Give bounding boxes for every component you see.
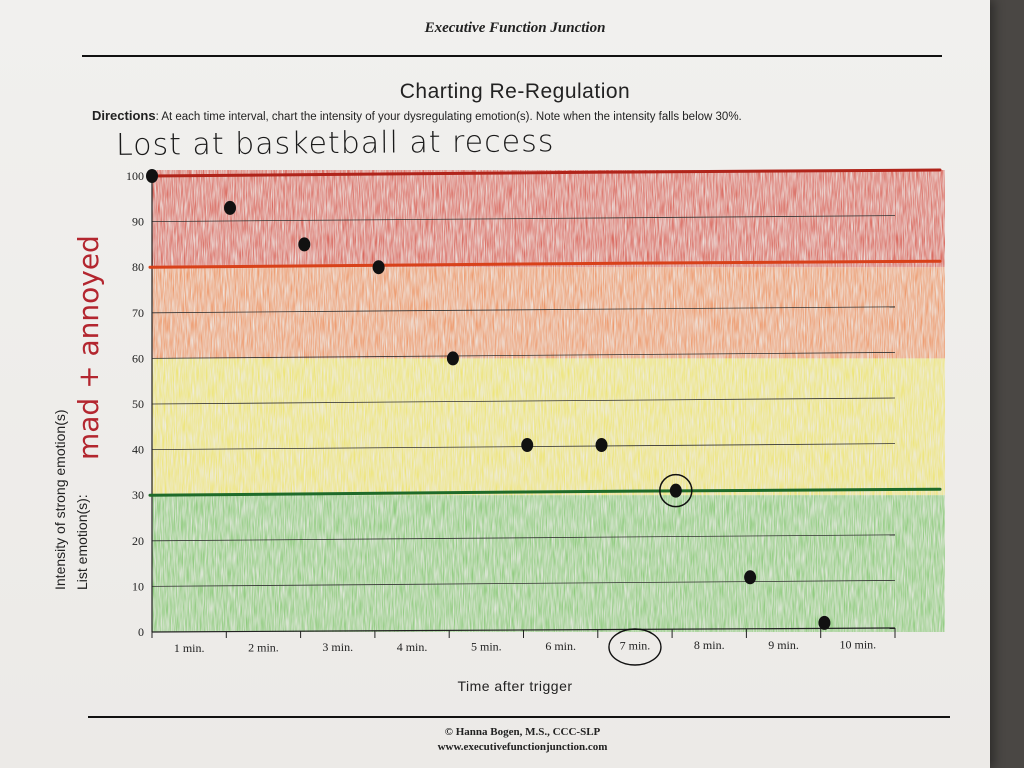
zone-orange [152, 267, 945, 359]
x-axis-label: Time after trigger [457, 678, 573, 694]
y-tick-label: 60 [132, 351, 144, 365]
data-point [595, 438, 608, 453]
gridline [151, 306, 896, 314]
y-tick-label: 100 [126, 169, 144, 183]
circled-point [659, 473, 693, 508]
gridline [151, 215, 896, 222]
data-points [146, 169, 831, 630]
x-tick-label: 3 min. [322, 640, 353, 654]
header-title: Executive Function Junction [424, 20, 606, 36]
y-tick-label: 90 [132, 215, 144, 229]
footer-credit: © Hanna Bogen, M.S., CCC-SLP [444, 726, 601, 738]
drawn-lines [148, 168, 942, 497]
y-tick-label: 70 [132, 306, 144, 320]
y-tick-label: 50 [132, 397, 144, 411]
data-point [372, 260, 385, 275]
data-point [446, 351, 459, 366]
zone-green [152, 495, 945, 632]
data-point [744, 570, 757, 585]
x-tick-label: 9 min. [768, 638, 799, 652]
x-tick-label: 8 min. [694, 638, 725, 652]
drawn-line-orange [148, 259, 942, 269]
gridline [151, 580, 896, 587]
handwritten-emotions: mad + annoyed [72, 235, 105, 460]
data-point [521, 438, 534, 453]
x-tick-label: 4 min. [397, 640, 428, 654]
directions-label: Directions [92, 108, 156, 123]
gridline [151, 397, 896, 405]
y-tick-label: 0 [138, 625, 144, 639]
x-tick-label: 2 min. [248, 641, 279, 655]
axes [151, 172, 896, 638]
circled-tick [608, 628, 662, 666]
y-tick-label: 30 [132, 488, 144, 502]
data-point [669, 483, 682, 498]
directions-text: : At each time interval, chart the inten… [155, 111, 742, 123]
data-point [818, 615, 831, 630]
y-tick-label: 20 [132, 534, 144, 548]
chart-title: Charting Re-Regulation [399, 80, 631, 103]
zone-yellow [152, 358, 945, 496]
drawn-line-green [148, 487, 942, 497]
header-rule [82, 55, 942, 57]
y-tick-labels: 0 10 20 30 40 50 60 70 80 90 100 [126, 169, 144, 639]
gridline [151, 534, 896, 542]
x-tick-labels: 1 min. 2 min. 3 min. 4 min. 5 min. 6 min. 7 mi… [174, 628, 877, 666]
y-tick-label: 80 [132, 260, 144, 274]
drawn-line-red [148, 168, 942, 178]
x-tick-label: 5 min. [471, 639, 502, 653]
x-tick-label: 10 min. [840, 637, 877, 651]
y-tick-label: 40 [132, 443, 144, 457]
y-axis-label: Intensity of strong emotion(s) [52, 409, 68, 590]
color-zones [152, 170, 945, 632]
directions: Directions: At each time interval, chart… [92, 108, 742, 123]
x-tick-label: 6 min. [545, 639, 576, 653]
data-point [146, 169, 158, 183]
data-point [224, 200, 237, 215]
data-point [298, 237, 311, 252]
emotion-list-label: List emotion(s): [74, 494, 90, 590]
footer-website: www.executivefunctionjunction.com [437, 741, 608, 753]
gridline [151, 352, 896, 359]
footer-rule [88, 716, 950, 718]
y-tick-label: 10 [132, 579, 144, 593]
x-tick-label: 7 min. [620, 639, 651, 653]
x-tick-label: 1 min. [174, 641, 205, 655]
